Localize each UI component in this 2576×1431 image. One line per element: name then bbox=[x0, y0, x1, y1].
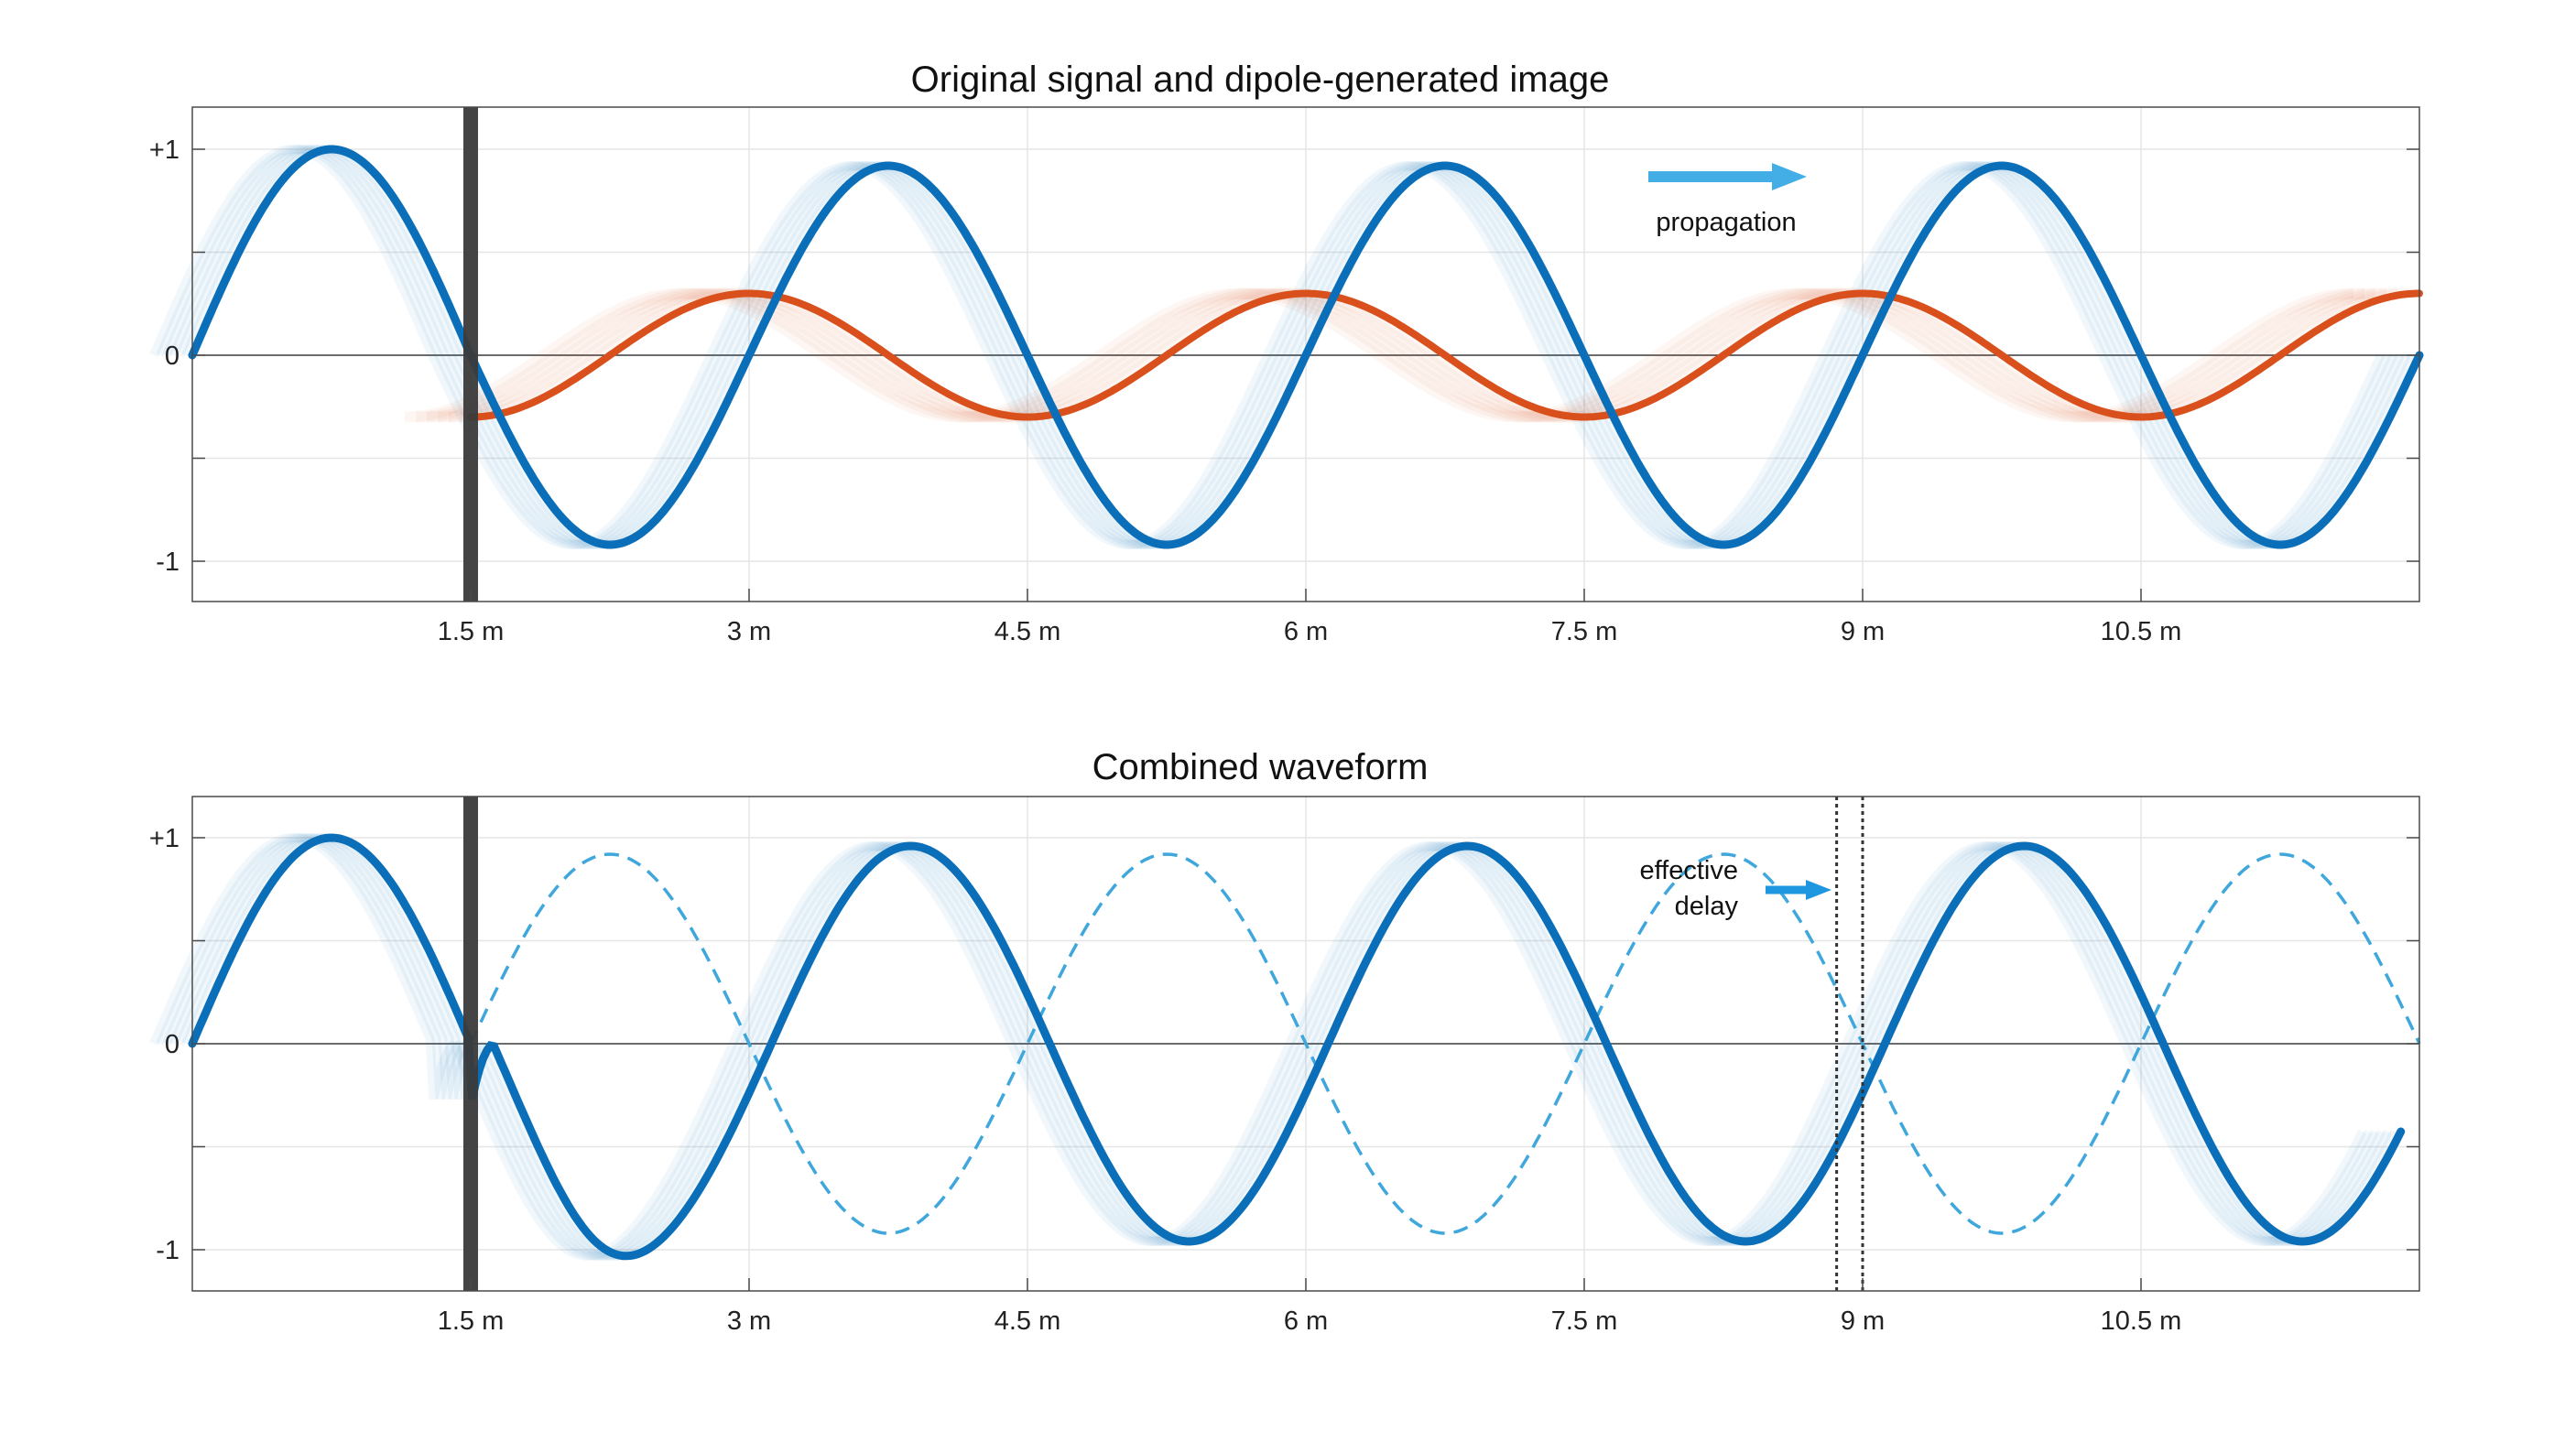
image-trail bbox=[438, 287, 2386, 423]
chart-combined-waveform: Combined waveform +1 0 -1 1.5 m 3 m 4.5 m 6 m 7… bbox=[149, 747, 2421, 1336]
image-trail bbox=[405, 287, 2353, 423]
combined-trail bbox=[156, 832, 2374, 1261]
original-trail bbox=[156, 145, 2392, 549]
combined-trail bbox=[149, 832, 2367, 1261]
series-group bbox=[188, 833, 2421, 1261]
delay-label-line1: effective bbox=[1640, 856, 1738, 885]
x-tick-label: 6 m bbox=[1284, 1306, 1328, 1336]
x-tick-label: 9 m bbox=[1841, 617, 1885, 646]
series-line-combined bbox=[188, 833, 2406, 1261]
series-line-image bbox=[467, 289, 2423, 421]
axis-ticks: +1 0 -1 1.5 m 3 m 4.5 m 6 m 7.5 m 9 m 10.5 m bbox=[149, 824, 2419, 1336]
y-tick-label: +1 bbox=[149, 136, 179, 165]
x-tick-label: 7.5 m bbox=[1551, 617, 1618, 646]
series-group bbox=[188, 145, 2424, 549]
y-tick-label: -1 bbox=[156, 547, 179, 577]
x-tick-label: 1.5 m bbox=[438, 617, 505, 646]
x-tick-label: 10.5 m bbox=[2101, 617, 2182, 646]
chart-original-signal: Original signal and dipole-generated ima… bbox=[149, 60, 2424, 646]
delay-label-line2: delay bbox=[1675, 892, 1739, 921]
delay-markers bbox=[1835, 797, 1864, 1291]
x-tick-label: 3 m bbox=[727, 617, 771, 646]
image-trail bbox=[427, 287, 2375, 423]
effective-delay-annotation: effective delay bbox=[1640, 856, 1831, 921]
original-trail bbox=[175, 145, 2411, 549]
boundary-bar-rect bbox=[463, 797, 478, 1291]
propagation-arrow-head bbox=[1772, 163, 1807, 190]
motion-trail bbox=[149, 145, 2418, 549]
y-tick-label: 0 bbox=[165, 341, 179, 371]
original-trail bbox=[168, 145, 2405, 549]
y-tick-label: -1 bbox=[156, 1236, 179, 1265]
y-tick-label: 0 bbox=[165, 1030, 179, 1059]
chart-title: Combined waveform bbox=[1092, 747, 1429, 787]
propagation-label: propagation bbox=[1656, 208, 1796, 237]
x-tick-label: 3 m bbox=[727, 1306, 771, 1336]
y-tick-label: +1 bbox=[149, 824, 179, 853]
propagation-annotation: propagation bbox=[1648, 163, 1807, 237]
x-tick-label: 4.5 m bbox=[995, 617, 1061, 646]
x-tick-label: 1.5 m bbox=[438, 1306, 505, 1336]
series-line-original bbox=[188, 145, 2424, 549]
x-tick-label: 10.5 m bbox=[2101, 1306, 2182, 1336]
delay-arrow-head bbox=[1806, 880, 1831, 900]
series-line-reference bbox=[469, 852, 2421, 1235]
boundary-bar bbox=[463, 107, 478, 602]
x-tick-label: 4.5 m bbox=[995, 1306, 1061, 1336]
x-tick-label: 9 m bbox=[1841, 1306, 1885, 1336]
image-trail bbox=[416, 287, 2364, 423]
original-trail bbox=[149, 145, 2386, 549]
x-tick-label: 6 m bbox=[1284, 617, 1328, 646]
boundary-bar-rect bbox=[463, 107, 478, 602]
x-tick-label: 7.5 m bbox=[1551, 1306, 1618, 1336]
axis-ticks: +1 0 -1 1.5 m 3 m 4.5 m 6 m 7.5 m 9 m 10.5 m bbox=[149, 136, 2419, 646]
original-trail bbox=[162, 145, 2398, 549]
boundary-bar bbox=[463, 797, 478, 1291]
original-trail bbox=[181, 145, 2418, 549]
chart-title: Original signal and dipole-generated ima… bbox=[911, 60, 1610, 100]
